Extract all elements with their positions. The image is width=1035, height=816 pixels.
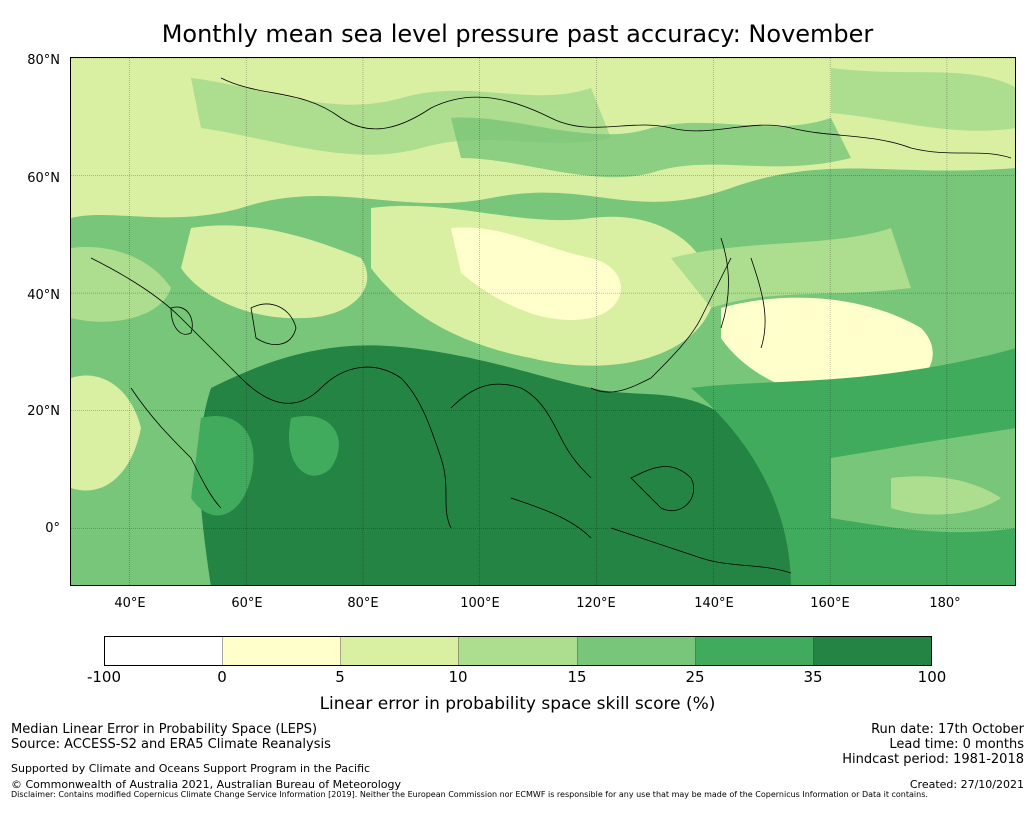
colorbar-label: Linear error in probability space skill … xyxy=(319,694,716,714)
colorbar-tick: 25 xyxy=(685,668,705,686)
map-field xyxy=(71,58,1015,585)
colorbar-tick: 5 xyxy=(335,668,345,686)
map-panel xyxy=(70,57,1016,586)
disclaimer: Disclaimer: Contains modified Copernicus… xyxy=(11,790,928,799)
lat-label-60n: 60°N xyxy=(27,171,60,186)
colorbar-segment xyxy=(577,637,696,665)
hindcast-period: Hindcast period: 1981-2018 xyxy=(842,752,1024,767)
colorbar-segment xyxy=(341,637,460,665)
colorbar-segment xyxy=(695,637,814,665)
lon-label-40e: 40°E xyxy=(114,596,146,611)
colorbar-tick: 15 xyxy=(567,668,587,686)
lon-label-140e: 140°E xyxy=(694,596,734,611)
supported-note: Supported by Climate and Oceans Support … xyxy=(11,762,371,775)
lon-label-160e: 160°E xyxy=(810,596,850,611)
lon-label-60e: 60°E xyxy=(231,596,263,611)
colorbar-tick: 0 xyxy=(217,668,227,686)
lead-time: Lead time: 0 months xyxy=(889,737,1024,752)
colorbar-tick: -100 xyxy=(86,668,122,686)
colorbar-tick: 35 xyxy=(803,668,823,686)
lat-label-40n: 40°N xyxy=(27,288,60,303)
colorbar-segment xyxy=(459,637,578,665)
lon-label-120e: 120°E xyxy=(576,596,616,611)
lat-label-0: 0° xyxy=(45,521,60,536)
copyright-note: © Commonwealth of Australia 2021, Austra… xyxy=(11,778,401,791)
colorbar-segment xyxy=(223,637,342,665)
source-note: Source: ACCESS-S2 and ERA5 Climate Reana… xyxy=(11,737,331,752)
footer-right: Run date: 17th October Lead time: 0 mont… xyxy=(842,722,1024,767)
lat-label-80n: 80°N xyxy=(27,53,60,68)
created-date: Created: 27/10/2021 xyxy=(909,778,1024,791)
lon-label-100e: 100°E xyxy=(460,596,500,611)
leps-note: Median Linear Error in Probability Space… xyxy=(11,722,318,737)
lon-label-80e: 80°E xyxy=(347,596,379,611)
colorbar-tick: 10 xyxy=(448,668,468,686)
colorbar-tick: 100 xyxy=(917,668,947,686)
lat-label-20n: 20°N xyxy=(27,404,60,419)
chart-title: Monthly mean sea level pressure past acc… xyxy=(161,20,874,48)
map-gridlines xyxy=(71,58,1015,585)
run-date: Run date: 17th October xyxy=(871,722,1024,737)
footer-left: Median Linear Error in Probability Space… xyxy=(11,722,331,752)
lon-label-180: 180° xyxy=(929,596,961,611)
colorbar-segment xyxy=(813,637,931,665)
colorbar xyxy=(104,636,932,666)
colorbar-segment xyxy=(105,637,224,665)
